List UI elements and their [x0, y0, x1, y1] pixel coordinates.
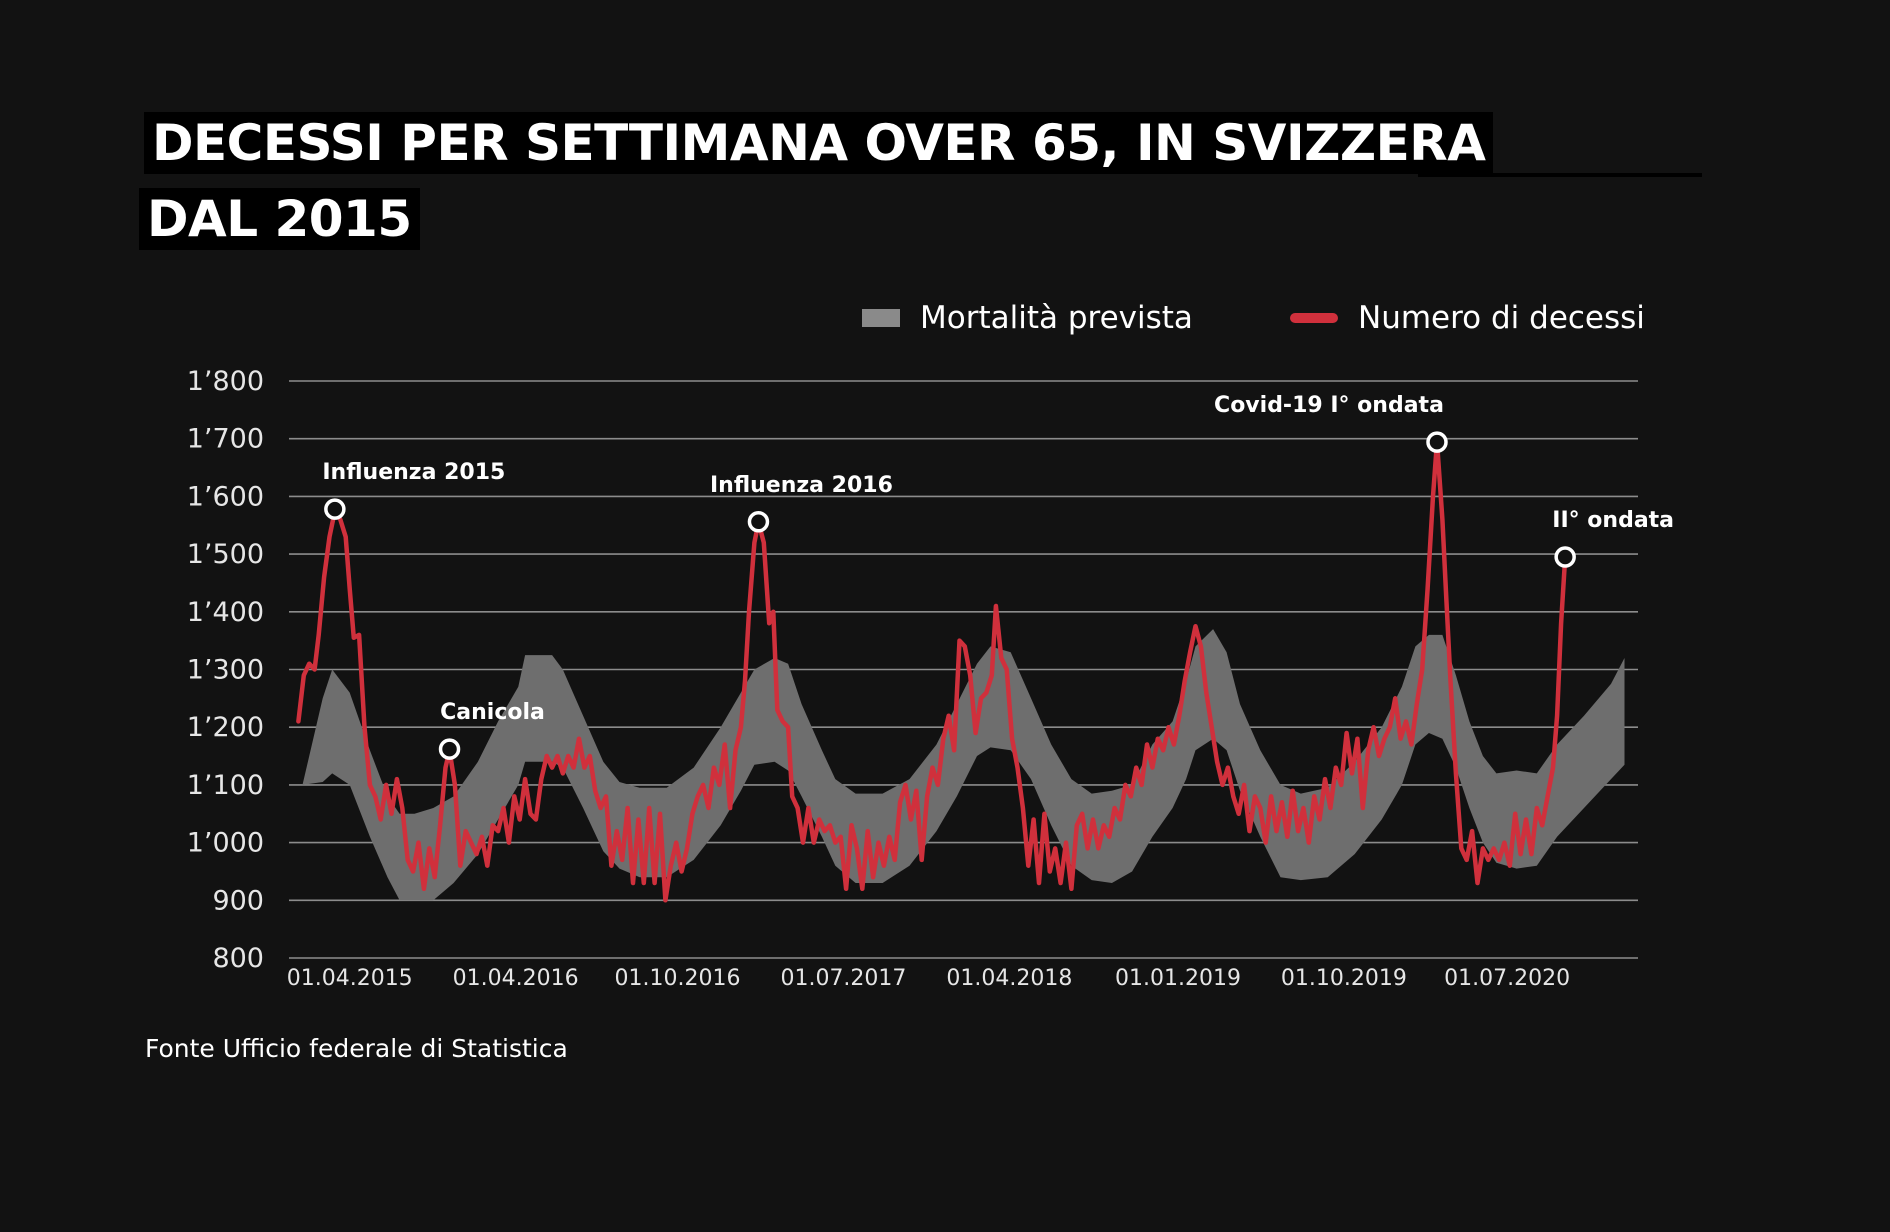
band-area-mortalita-prevista [302, 629, 1625, 901]
annotation-label: Influenza 2016 [710, 473, 893, 498]
y-tick-label: 1’400 [187, 597, 264, 628]
annotation-marker [324, 498, 346, 520]
x-tick-label: 01.10.2019 [1281, 966, 1407, 991]
legend-label-line: Numero di decessi [1358, 300, 1645, 336]
annotation-label: II° ondata [1552, 508, 1674, 533]
series-line-numero-di-decessi [296, 439, 1568, 903]
chart-title-line-2: DAL 2015 [139, 188, 420, 250]
x-tick-label: 01.10.2016 [615, 966, 741, 991]
x-tick-label: 01.07.2017 [780, 966, 906, 991]
y-tick-label: 800 [212, 943, 264, 974]
y-tick-label: 1’300 [187, 655, 264, 686]
annotation-marker [438, 738, 461, 760]
legend-item-numero-di-decessi: Numero di decessi [1290, 298, 1645, 338]
x-tick-label: 01.04.2018 [946, 966, 1072, 991]
x-axis-ticks: 01.04.2015 01.04.2016 01.10.2016 01.07.2017… [287, 966, 1570, 991]
y-tick-label: 1’100 [187, 770, 264, 801]
y-tick-label: 1’200 [187, 712, 264, 743]
annotation-label: Influenza 2015 [322, 460, 505, 485]
chart-title-line-1: DECESSI PER SETTIMANA OVER 65, IN SVIZZE… [144, 112, 1494, 174]
y-tick-label: 1’000 [187, 828, 264, 859]
annotations: Influenza 2015 Canicola Influenza 2016 Covi… [322, 393, 1674, 760]
legend-label-band: Mortalità prevista [920, 300, 1193, 336]
title-rule [1418, 173, 1702, 177]
legend-item-mortalita-prevista: Mortalità prevista [862, 298, 1193, 338]
legend-line-swatch [1290, 313, 1338, 323]
annotation-marker [1426, 431, 1448, 453]
annotation-marker [1554, 546, 1576, 568]
x-tick-label: 01.04.2016 [453, 966, 579, 991]
source-note: Fonte Ufficio federale di Statistica [145, 1034, 568, 1063]
legend-band-swatch [862, 309, 900, 327]
expected-mortality-band [302, 629, 1625, 901]
y-tick-label: 1’600 [187, 481, 264, 512]
deaths-series [296, 439, 1568, 903]
x-tick-label: 01.01.2019 [1115, 966, 1241, 991]
y-tick-label: 1’800 [187, 366, 264, 397]
annotation-label: Canicola [440, 700, 545, 725]
annotation-label: Covid-19 I° ondata [1214, 393, 1444, 418]
x-tick-label: 01.07.2020 [1444, 966, 1570, 991]
x-tick-label: 01.04.2015 [287, 966, 413, 991]
y-tick-label: 1’700 [187, 424, 264, 455]
y-axis-ticks: 800 900 1’000 1’100 1’200 1’300 1’400 1’500 1’60… [187, 366, 264, 974]
y-tick-label: 1’500 [187, 539, 264, 570]
y-tick-label: 900 [212, 885, 264, 916]
annotation-marker [747, 511, 770, 533]
